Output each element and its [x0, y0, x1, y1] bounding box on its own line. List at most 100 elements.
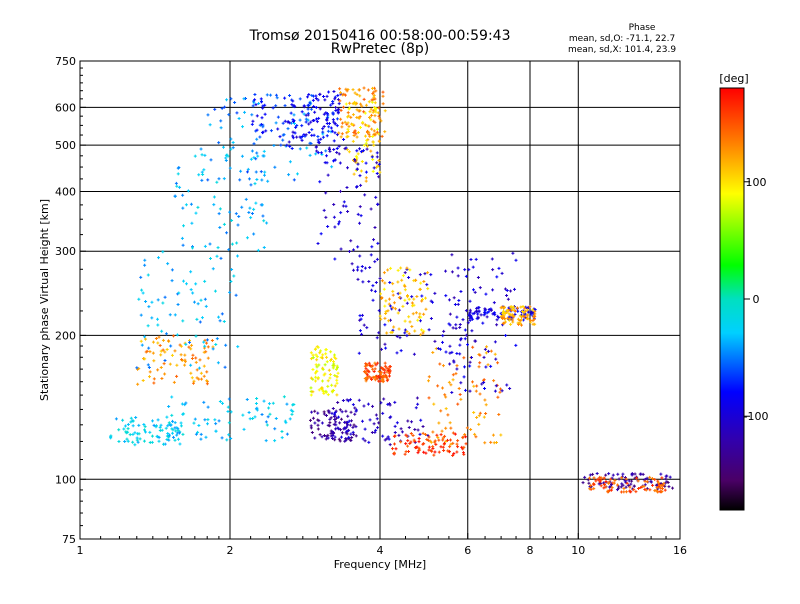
- data-point: [493, 340, 497, 344]
- data-point: [398, 336, 402, 340]
- data-point: [248, 417, 252, 421]
- data-point: [624, 490, 628, 494]
- data-point: [509, 322, 513, 326]
- data-point: [315, 365, 319, 369]
- data-point: [348, 101, 352, 105]
- data-point: [225, 231, 229, 235]
- data-point: [349, 432, 353, 436]
- data-point: [377, 175, 381, 179]
- data-point: [427, 375, 431, 379]
- data-point: [173, 313, 177, 317]
- data-point: [308, 101, 312, 105]
- data-point: [444, 426, 448, 430]
- data-point: [144, 300, 148, 304]
- data-point: [437, 450, 441, 454]
- data-point: [350, 435, 354, 439]
- data-point: [604, 485, 608, 489]
- data-point: [392, 325, 396, 329]
- data-point: [300, 110, 304, 114]
- data-point: [448, 351, 452, 355]
- data-point: [510, 305, 514, 309]
- data-point: [599, 478, 603, 482]
- data-point: [203, 244, 207, 248]
- data-point: [431, 430, 435, 434]
- data-point: [163, 372, 167, 376]
- data-point: [501, 311, 505, 315]
- data-point: [495, 318, 499, 322]
- data-point: [371, 140, 375, 144]
- data-point: [276, 115, 280, 119]
- data-point: [348, 438, 352, 442]
- data-point: [659, 482, 663, 486]
- data-point: [213, 107, 217, 111]
- data-point: [323, 434, 327, 438]
- data-point: [206, 356, 210, 360]
- data-point: [325, 360, 329, 364]
- data-point: [374, 413, 378, 417]
- data-point: [329, 103, 333, 107]
- data-point: [522, 315, 526, 319]
- data-point: [203, 297, 207, 301]
- data-point: [143, 425, 147, 429]
- data-point: [340, 125, 344, 129]
- data-point: [255, 137, 259, 141]
- data-point: [414, 406, 418, 410]
- data-point: [170, 395, 174, 399]
- data-point: [218, 319, 222, 323]
- data-point: [458, 325, 462, 329]
- data-point: [236, 223, 240, 227]
- data-point: [217, 315, 221, 319]
- data-point: [320, 386, 324, 390]
- data-point: [352, 423, 356, 427]
- data-point: [231, 141, 235, 145]
- data-point: [335, 147, 339, 151]
- data-point: [315, 358, 319, 362]
- data-point: [461, 451, 465, 455]
- data-point: [176, 302, 180, 306]
- data-point: [358, 109, 362, 113]
- data-point: [394, 447, 398, 451]
- data-point: [144, 337, 148, 341]
- data-point: [373, 430, 377, 434]
- data-point: [187, 345, 191, 349]
- data-point: [503, 287, 507, 291]
- data-point: [205, 338, 209, 342]
- data-point: [383, 304, 387, 308]
- data-point: [372, 95, 376, 99]
- data-point: [310, 94, 314, 98]
- data-point: [386, 369, 390, 373]
- data-point: [333, 414, 337, 418]
- data-point: [383, 342, 387, 346]
- data-point: [252, 207, 256, 211]
- data-point: [382, 271, 386, 275]
- data-point: [222, 320, 226, 324]
- data-point: [391, 282, 395, 286]
- data-point: [372, 90, 376, 94]
- data-point: [369, 207, 373, 211]
- data-point: [166, 424, 170, 428]
- data-point: [642, 484, 646, 488]
- data-point: [323, 98, 327, 102]
- data-point: [359, 150, 363, 154]
- data-point: [448, 344, 452, 348]
- data-point: [190, 246, 194, 250]
- y-tick-label: 750: [55, 55, 76, 68]
- data-point: [309, 357, 313, 361]
- data-point: [319, 151, 323, 155]
- data-point: [381, 90, 385, 94]
- data-point: [339, 247, 343, 251]
- data-point: [521, 309, 525, 313]
- data-point: [446, 413, 450, 417]
- data-point: [213, 289, 217, 293]
- data-point: [321, 135, 325, 139]
- data-point: [370, 245, 374, 249]
- data-point: [653, 489, 657, 493]
- data-point: [137, 423, 141, 427]
- data-point: [390, 330, 394, 334]
- data-point: [374, 89, 378, 93]
- data-point: [314, 105, 318, 109]
- data-point: [668, 475, 672, 479]
- data-point: [256, 154, 260, 158]
- data-point: [311, 416, 315, 420]
- data-point: [403, 288, 407, 292]
